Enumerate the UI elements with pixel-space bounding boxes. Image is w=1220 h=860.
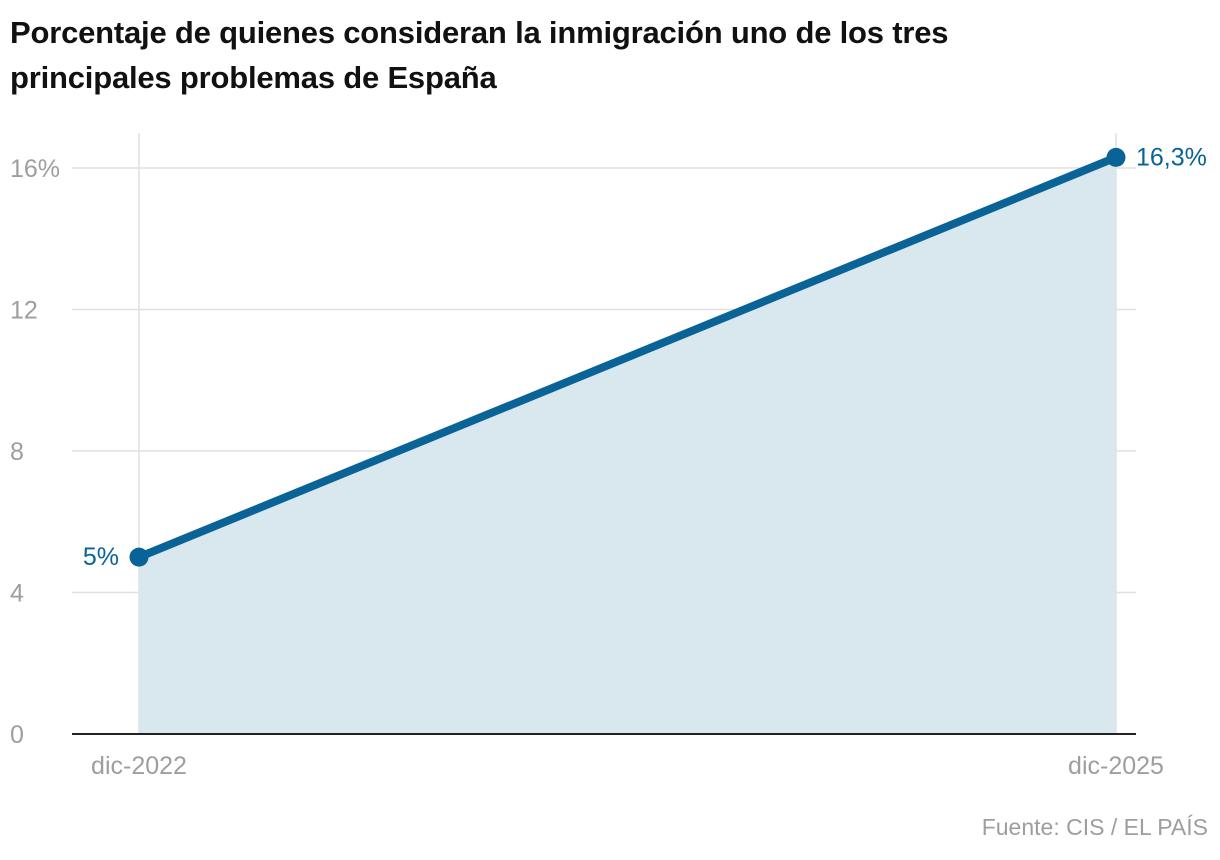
data-points xyxy=(129,147,1126,567)
y-tick-label: 4 xyxy=(10,580,24,608)
area-fill xyxy=(139,157,1116,734)
x-tick-label: dic-2022 xyxy=(91,752,187,780)
source-note: Fuente: CIS / EL PAÍS xyxy=(981,814,1208,840)
y-tick-label: 8 xyxy=(10,438,24,466)
data-label: 5% xyxy=(83,543,119,571)
x-tick-labels: dic-2022 dic-2025 xyxy=(91,752,1164,780)
series-line-group xyxy=(135,153,1120,562)
y-tick-label: 16% xyxy=(10,155,60,183)
y-tick-labels: 0 4 8 12 16% xyxy=(10,155,60,749)
chart-title: Porcentaje de quienes consideran la inmi… xyxy=(10,15,949,95)
data-point xyxy=(1106,147,1126,167)
x-tick-label: dic-2025 xyxy=(1068,752,1164,780)
data-point xyxy=(129,547,149,567)
y-tick-label: 12 xyxy=(10,297,38,325)
data-labels: 5% 16,3% xyxy=(83,143,1207,571)
line-area-chart: 0 4 8 12 16% dic-2022 dic-2025 5% 16,3% xyxy=(10,133,1207,780)
series-line xyxy=(135,153,1120,562)
y-tick-label: 0 xyxy=(10,721,24,749)
area-fill-group xyxy=(139,157,1116,734)
data-label: 16,3% xyxy=(1136,143,1207,171)
